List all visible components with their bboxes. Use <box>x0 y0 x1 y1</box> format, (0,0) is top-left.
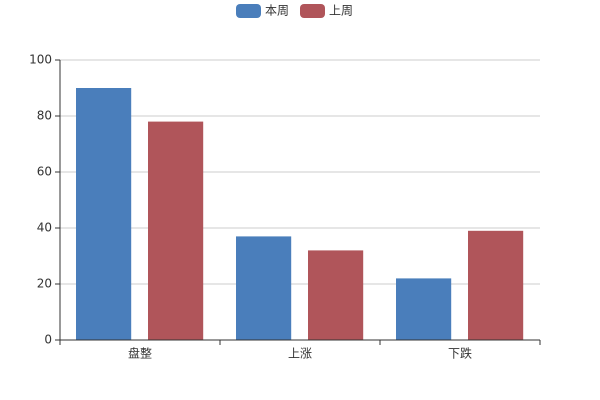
y-tick-label: 80 <box>37 109 52 123</box>
bar <box>236 236 292 340</box>
x-tick-label: 上涨 <box>288 346 312 361</box>
legend-swatch[interactable] <box>300 4 325 18</box>
bar <box>468 230 524 340</box>
x-tick-label: 下跌 <box>448 346 472 361</box>
legend-swatch[interactable] <box>236 4 261 18</box>
y-tick-label: 0 <box>44 333 52 347</box>
bar <box>396 278 452 340</box>
y-tick-label: 60 <box>37 165 52 179</box>
bar <box>76 88 132 340</box>
legend-label[interactable]: 上周 <box>329 4 353 18</box>
y-tick-label: 20 <box>37 277 52 291</box>
legend-label[interactable]: 本周 <box>265 4 289 18</box>
x-tick-label: 盘整 <box>128 346 152 361</box>
bar <box>148 121 204 340</box>
bar <box>308 250 364 340</box>
y-tick-label: 40 <box>37 221 52 235</box>
y-tick-label: 100 <box>29 53 52 67</box>
